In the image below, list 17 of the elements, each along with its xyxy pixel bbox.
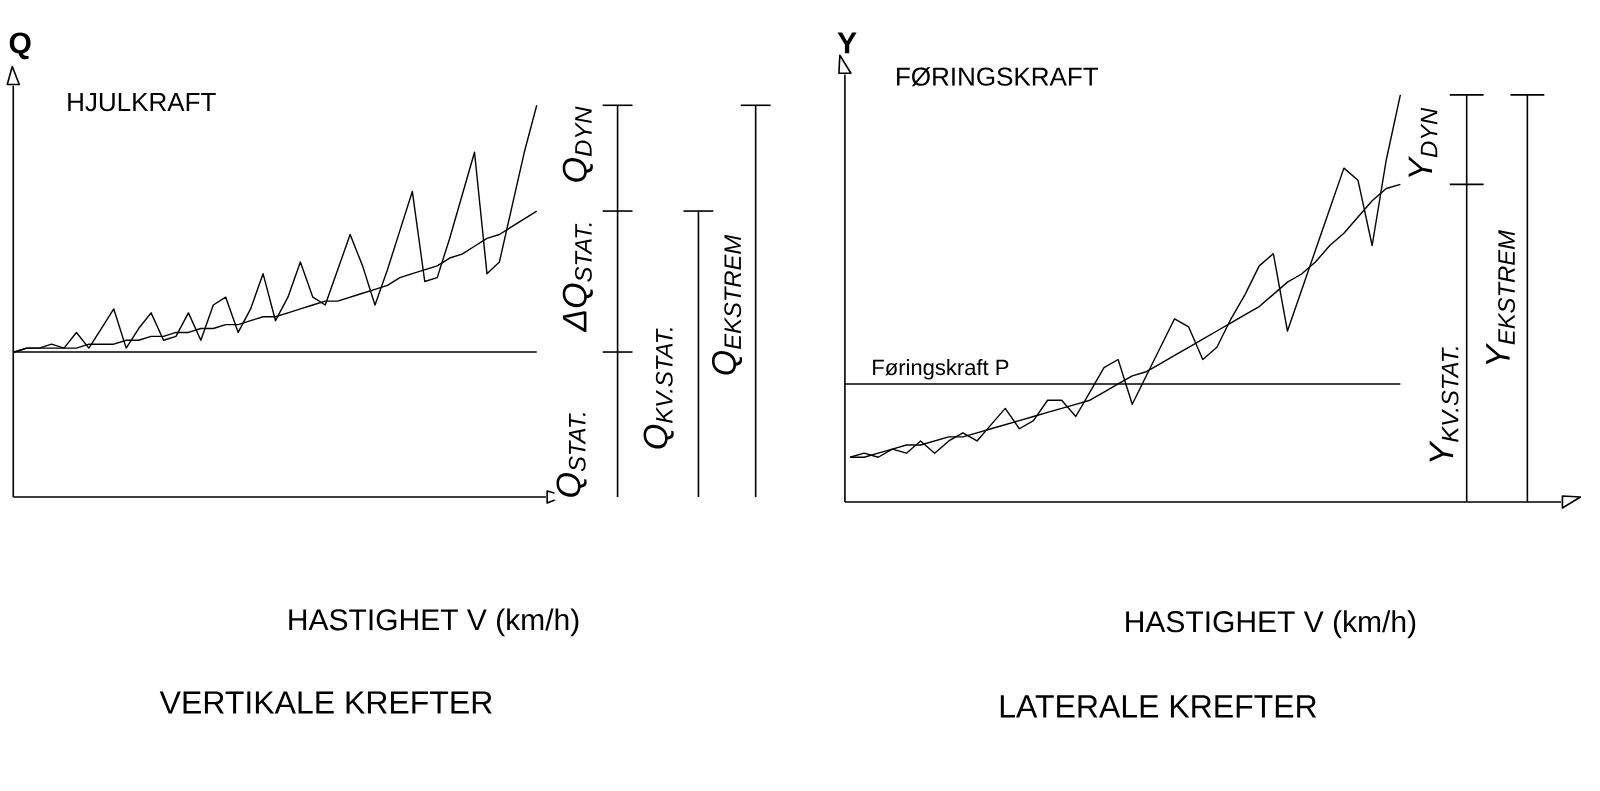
annotation: HJULKRAFT	[68, 93, 216, 112]
x-axis-title: HASTIGHET V (km/h)	[289, 608, 579, 637]
text: ΔQ$_{STAT.}$	[562, 223, 593, 333]
y-axis-title: Q	[9, 32, 31, 60]
text: Y$_{EKSTREM}$	[1486, 230, 1515, 365]
text: FØRINGSKRAFT	[897, 67, 1099, 87]
x-axis-title: HASTIGHET V (km/h)	[1126, 610, 1416, 639]
text: VERTIKALE KREFTER	[159, 691, 492, 714]
text: Y$_{KV.STAT.}$	[1429, 347, 1459, 462]
text: Y$_{DYN}$	[1408, 107, 1438, 178]
text: LATERALE KREFTER	[1000, 695, 1317, 718]
ref-line-label: Føringskraft P	[873, 359, 1009, 380]
text: Q$_{EKSTREM}$	[711, 234, 743, 375]
text: Q$_{DYN}$	[562, 106, 593, 182]
text: Q$_{STAT.}$	[556, 413, 587, 497]
text: Q$_{KV.STAT.}$	[643, 328, 674, 449]
y-axis-title: Y	[837, 32, 857, 54]
